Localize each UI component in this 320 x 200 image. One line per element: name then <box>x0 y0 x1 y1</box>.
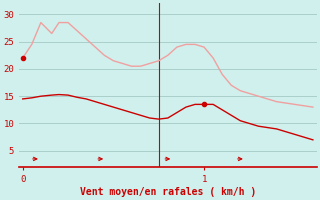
X-axis label: Vent moyen/en rafales ( km/h ): Vent moyen/en rafales ( km/h ) <box>80 187 256 197</box>
